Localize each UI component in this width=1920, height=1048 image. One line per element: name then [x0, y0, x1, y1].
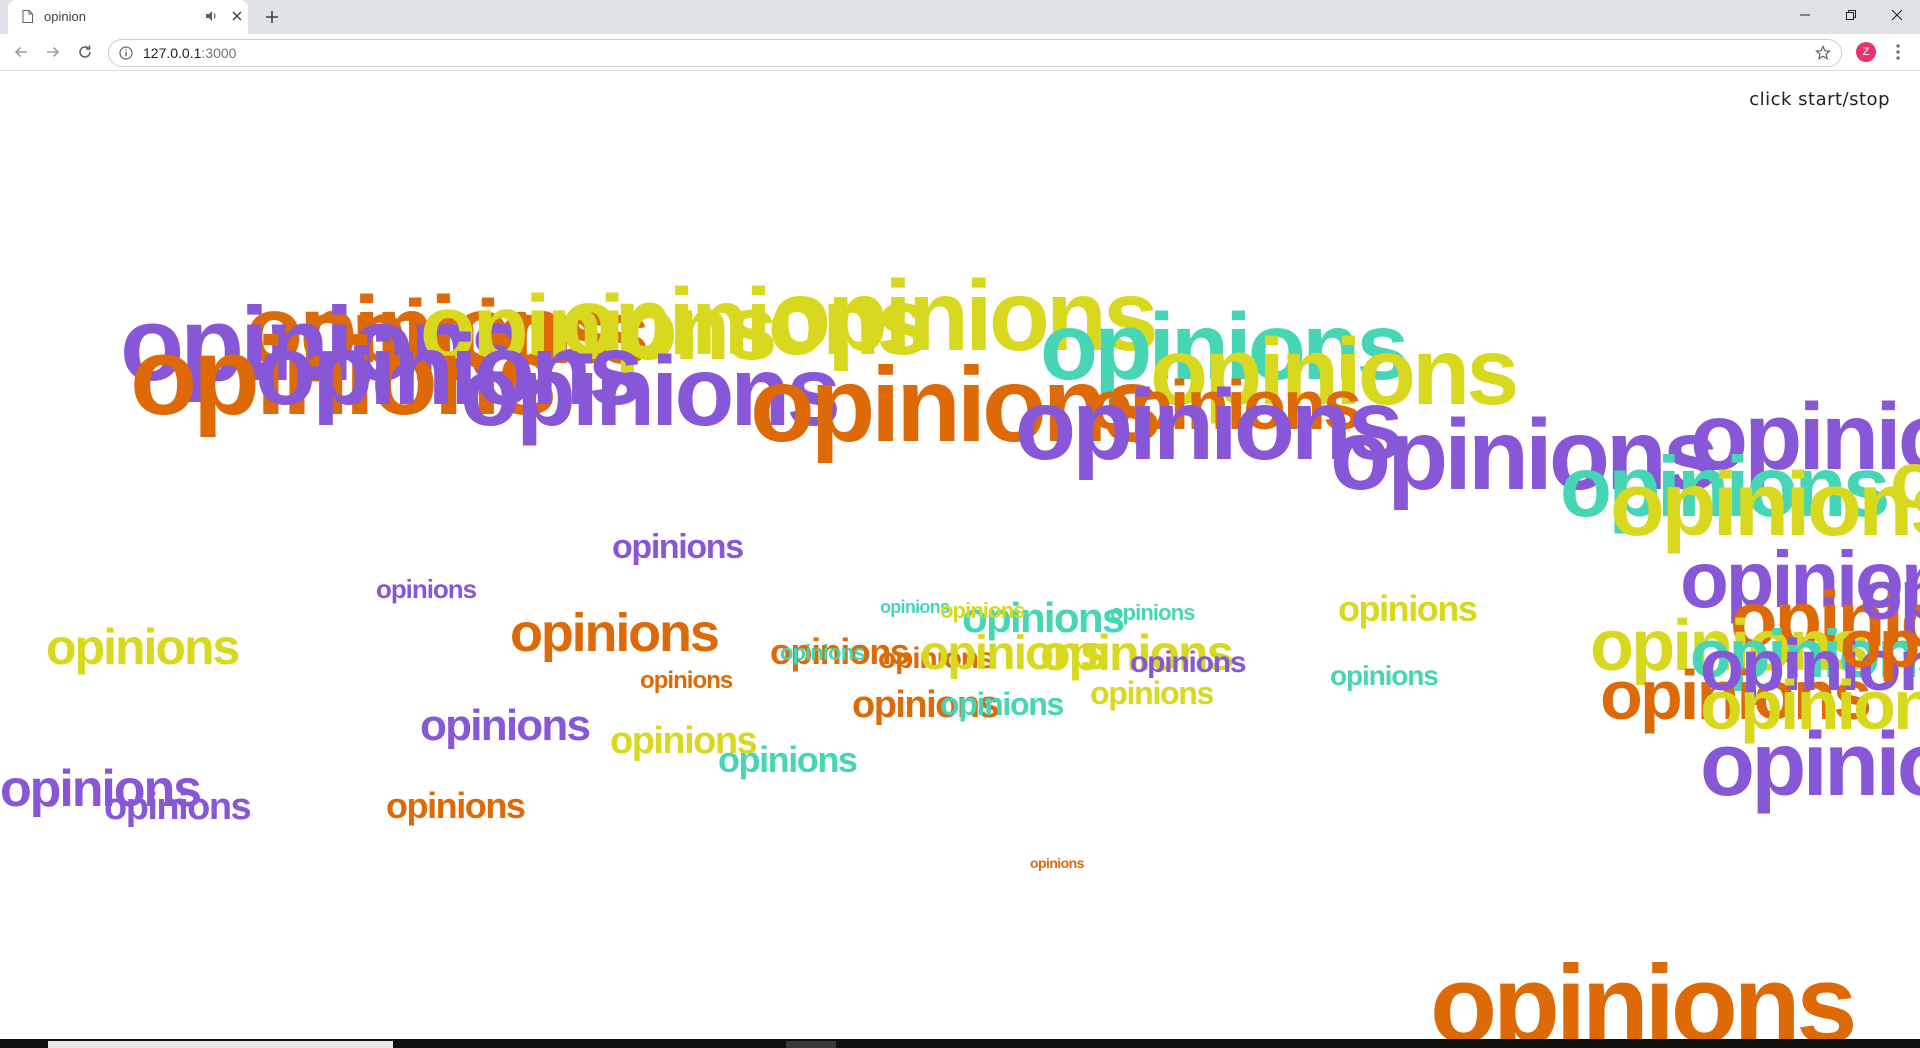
word-opinions: opinions: [1430, 943, 1857, 1040]
word-opinions: opinions: [1600, 656, 1872, 734]
close-tab-icon[interactable]: [229, 8, 245, 24]
back-arrow-icon: [14, 46, 27, 58]
word-opinions: opinions: [962, 594, 1125, 641]
start-stop-toggle[interactable]: click start/stop: [1749, 89, 1890, 110]
word-opinions: opinions: [1330, 660, 1439, 691]
word-opinions: opinions: [1590, 606, 1870, 686]
word-opinions: opinions: [1610, 455, 1920, 555]
word-opinions: opinions: [420, 701, 591, 750]
word-opinions: opinions: [610, 720, 758, 762]
browser-toolbar: 127.0.0.1:3000 Z: [0, 34, 1920, 71]
taskbar-strip: [0, 1039, 1920, 1048]
url-port: :3000: [201, 45, 237, 61]
word-opinions: opinions: [1860, 556, 1920, 634]
reload-icon: [79, 45, 91, 58]
word-opinions: opinions: [852, 684, 1000, 726]
word-opinions: opinions: [376, 574, 477, 604]
document-icon: [22, 10, 33, 23]
word-opinions: opinions: [1030, 855, 1084, 871]
restore-button[interactable]: [1828, 0, 1874, 30]
word-opinions: opinions: [46, 619, 240, 675]
word-opinions: opinions: [255, 314, 644, 426]
word-opinions: opinions: [780, 640, 866, 665]
word-opinions: opinions: [1700, 715, 1920, 815]
word-opinions: opinions: [0, 760, 202, 818]
word-opinions: opinions: [612, 528, 744, 566]
restore-icon: [1846, 10, 1856, 20]
bookmark-star-icon[interactable]: [1815, 45, 1831, 61]
info-icon[interactable]: [119, 46, 133, 60]
url-text[interactable]: 127.0.0.1:3000: [143, 45, 236, 61]
url-host: 127.0.0.1: [143, 45, 202, 61]
word-opinions: opinions: [1040, 625, 1234, 681]
word-opinions: opinions: [920, 627, 1107, 680]
word-opinions: opinions: [386, 785, 526, 826]
word-opinions: opinions: [420, 277, 778, 379]
tab-title: opinion: [44, 9, 86, 24]
word-opinions: opinions: [1330, 399, 1719, 511]
word-opinions: opinions: [1730, 575, 1920, 663]
word-opinions: opinions: [1890, 435, 1920, 524]
tab-strip: opinion: [0, 0, 1920, 34]
word-opinions: opinions: [750, 346, 1162, 464]
word-opinions: opinions: [1560, 440, 1890, 535]
back-button[interactable]: [11, 42, 31, 62]
minimize-icon: [1800, 14, 1810, 16]
word-opinions: opinions: [510, 603, 720, 663]
word-opinions: opinions: [300, 283, 650, 383]
word-opinions: opinions: [770, 260, 1159, 372]
address-bar[interactable]: 127.0.0.1:3000: [108, 39, 1842, 67]
word-opinions: opinions: [878, 642, 995, 675]
word-opinions: opinions: [1700, 666, 1920, 744]
word-opinions: opinions: [130, 315, 557, 438]
taskbar-item[interactable]: [48, 1041, 393, 1048]
word-opinions: opinions: [1690, 616, 1920, 692]
word-opinions: opinions: [640, 667, 733, 694]
word-opinions: opinions: [1150, 319, 1519, 425]
word-opinions: opinions: [1090, 366, 1362, 444]
word-opinions: opinions: [245, 277, 614, 383]
word-opinions: opinions: [1110, 600, 1196, 625]
taskbar-item[interactable]: [786, 1041, 836, 1048]
word-opinions: opinions: [770, 631, 910, 672]
word-opinions: opinions: [880, 597, 950, 617]
word-opinions: opinions: [940, 598, 1026, 623]
word-opinions: opinions: [1130, 646, 1247, 679]
word-opinions: opinions: [560, 269, 929, 375]
kebab-menu-icon[interactable]: [1890, 42, 1906, 62]
close-window-icon: [1891, 9, 1903, 21]
word-opinions: opinions: [1090, 675, 1214, 711]
speaker-icon[interactable]: [204, 9, 218, 23]
word-opinions: opinions: [718, 739, 858, 780]
forward-arrow-icon: [47, 46, 60, 58]
word-opinions: opinions: [1840, 606, 1920, 682]
word-opinions: opinions: [1690, 384, 1920, 490]
page-viewport: opinions opinions opinions opinions opinions…: [0, 71, 1920, 1039]
reload-button[interactable]: [75, 42, 95, 62]
minimize-button[interactable]: [1782, 0, 1828, 30]
browser-tab[interactable]: opinion: [8, 0, 248, 34]
profile-avatar[interactable]: Z: [1856, 42, 1876, 62]
close-window-button[interactable]: [1874, 0, 1920, 30]
word-opinions: opinions: [460, 336, 841, 446]
word-opinions: opinions: [104, 786, 252, 828]
new-tab-icon[interactable]: [262, 7, 282, 27]
word-opinions: opinions: [1680, 535, 1920, 624]
word-cloud: opinions opinions opinions opinions opinions…: [0, 71, 1920, 1039]
word-opinions: opinions: [1015, 369, 1404, 481]
word-opinions: opinions: [1700, 626, 1920, 706]
word-opinions: opinions: [940, 686, 1064, 722]
word-opinions: opinions: [1338, 588, 1478, 629]
word-opinions: opinions: [1040, 294, 1409, 400]
word-opinions: opinions: [120, 286, 528, 403]
forward-button[interactable]: [43, 42, 63, 62]
